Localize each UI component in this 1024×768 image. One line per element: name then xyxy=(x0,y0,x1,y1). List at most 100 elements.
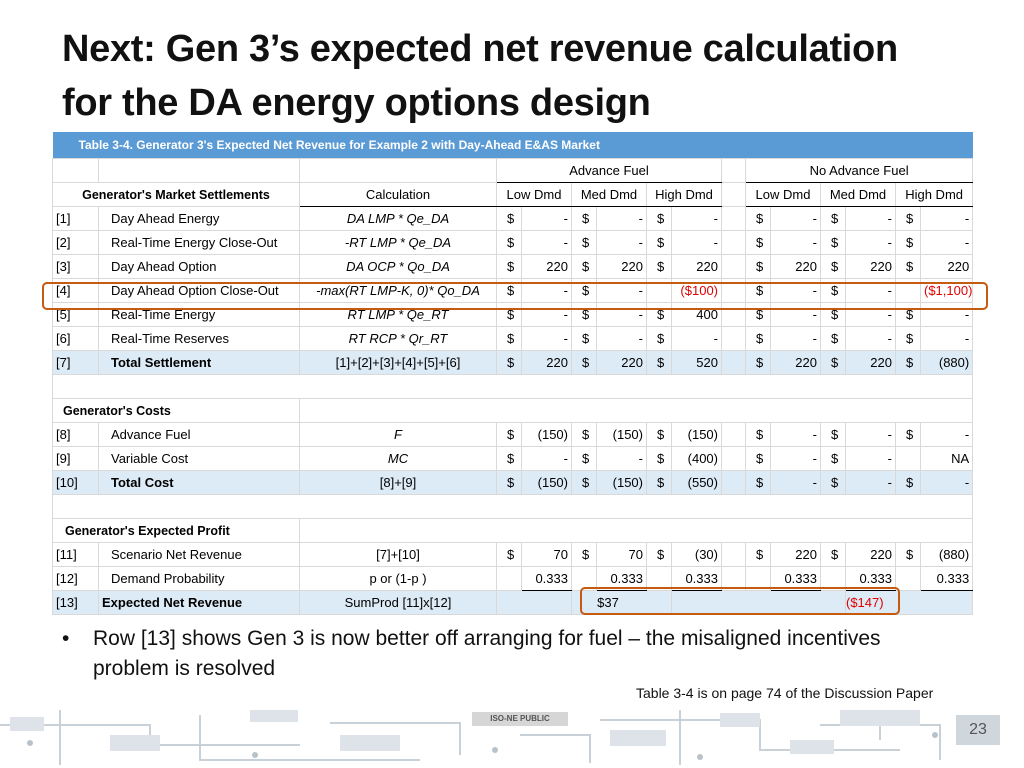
cell-value: 220 xyxy=(845,254,896,279)
slide-title-line-2: for the DA energy options design xyxy=(62,82,651,124)
cell-value: - xyxy=(845,326,896,351)
column-spacer xyxy=(721,350,746,375)
cell-value: - xyxy=(919,230,974,255)
currency-symbol: $ xyxy=(820,206,846,231)
currency-symbol: $ xyxy=(745,206,771,231)
row-id: [10] xyxy=(52,470,99,495)
row-label: Demand Probability xyxy=(98,566,300,591)
currency-symbol: $ xyxy=(496,422,522,447)
calculation-header: Calculation xyxy=(299,182,497,207)
cell-value: 520 xyxy=(671,350,722,375)
row-id: [6] xyxy=(52,326,99,351)
table-row: [7] Total Settlement [1]+[2]+[3]+[4]+[5]+[… xyxy=(52,350,974,375)
cell-value: (550) xyxy=(671,470,722,495)
cell-value: - xyxy=(521,206,572,231)
currency-symbol: $ xyxy=(745,446,771,471)
cell-value: 220 xyxy=(596,254,647,279)
currency-symbol: $ xyxy=(745,350,771,375)
cell-value: - xyxy=(596,206,647,231)
row-label: Variable Cost xyxy=(98,446,300,471)
currency-symbol: $ xyxy=(820,446,846,471)
cell-value: 220 xyxy=(919,254,974,279)
cell-value: - xyxy=(845,302,896,327)
revenue-table-container: Table 3-4. Generator 3's Expected Net Re… xyxy=(51,132,974,615)
currency-symbol: $ xyxy=(745,254,771,279)
row-label: Total Cost xyxy=(98,470,300,495)
row-label: Expected Net Revenue xyxy=(98,590,300,615)
currency-symbol: $ xyxy=(571,470,597,495)
row-label: Scenario Net Revenue xyxy=(98,542,300,567)
cell-value: - xyxy=(770,446,821,471)
currency-symbol: $ xyxy=(496,230,522,255)
cell-value: (400) xyxy=(671,446,722,471)
revenue-table: Table 3-4. Generator 3's Expected Net Re… xyxy=(51,132,974,615)
row-calculation: RT LMP * Qe_RT xyxy=(299,302,497,327)
cell-value: (150) xyxy=(521,422,572,447)
row-calculation: p or (1-p ) xyxy=(299,566,497,591)
cell-value: 220 xyxy=(845,350,896,375)
currency-symbol xyxy=(895,566,921,591)
currency-symbol: $ xyxy=(895,470,921,495)
cell-value: - xyxy=(845,230,896,255)
row-id: [8] xyxy=(52,422,99,447)
table-row: [3] Day Ahead Option DA OCP * Qo_DA $220 $22… xyxy=(52,254,974,279)
row-calculation: -RT LMP * Qe_DA xyxy=(299,230,497,255)
cell-value: 0.333 xyxy=(770,566,821,591)
row-calculation: RT RCP * Qr_RT xyxy=(299,326,497,351)
cell-value: (150) xyxy=(671,422,722,447)
currency-symbol: $ xyxy=(571,446,597,471)
table-caption: Table 3-4. Generator 3's Expected Net Re… xyxy=(52,132,973,159)
table-row: [6] Real-Time Reserves RT RCP * Qr_RT $ - $ - $… xyxy=(52,326,974,351)
table-row: [11] Scenario Net Revenue [7]+[10] $70 $70 $(… xyxy=(52,542,974,567)
column-spacer xyxy=(721,542,746,567)
row-id: [11] xyxy=(52,542,99,567)
currency-symbol: $ xyxy=(745,422,771,447)
currency-symbol: $ xyxy=(745,470,771,495)
cell-value: - xyxy=(845,446,896,471)
column-spacer xyxy=(721,206,746,231)
currency-symbol: $ xyxy=(496,206,522,231)
section-costs: Generator's Costs xyxy=(52,398,300,423)
currency-symbol: $ xyxy=(646,470,672,495)
table-row: [10] Total Cost [8]+[9] $ (150) $ (150) $ (550) $… xyxy=(52,470,974,495)
currency-symbol xyxy=(895,446,921,471)
currency-symbol: $ xyxy=(895,254,921,279)
column-spacer xyxy=(721,326,746,351)
cell-value: (880) xyxy=(919,542,974,567)
currency-symbol: $ xyxy=(895,230,921,255)
table-row: [8] Advance Fuel F $ (150) $ (150) $ (150) $ - $ - $ - xyxy=(52,422,974,447)
currency-symbol: $ xyxy=(745,326,771,351)
cell-value: NA xyxy=(919,446,974,471)
column-spacer xyxy=(721,422,746,447)
scenario-header: Med Dmd xyxy=(820,182,896,207)
currency-symbol: $ xyxy=(820,542,846,567)
cell-value: - xyxy=(919,326,974,351)
row-calculation: SumProd [11]x[12] xyxy=(299,590,497,615)
row-label: Real-Time Energy Close-Out xyxy=(98,230,300,255)
table-row: [9] Variable Cost MC $ - $ - $ (400) $ - $ - NA xyxy=(52,446,974,471)
currency-symbol: $ xyxy=(895,542,921,567)
currency-symbol: $ xyxy=(745,230,771,255)
row-calculation: MC xyxy=(299,446,497,471)
currency-symbol: $ xyxy=(646,254,672,279)
highlight-box-row-4 xyxy=(42,282,988,310)
currency-symbol: $ xyxy=(646,326,672,351)
currency-symbol: $ xyxy=(646,230,672,255)
row-calculation: DA LMP * Qe_DA xyxy=(299,206,497,231)
row-id: [13] xyxy=(52,590,99,615)
cell-value: - xyxy=(521,302,572,327)
group-header-advance-fuel: Advance Fuel xyxy=(496,158,722,183)
currency-symbol: $ xyxy=(895,350,921,375)
row-id: [2] xyxy=(52,230,99,255)
currency-symbol: $ xyxy=(571,542,597,567)
row-label: Real-Time Energy xyxy=(98,302,300,327)
cell-value: (150) xyxy=(596,470,647,495)
cell-value: - xyxy=(770,206,821,231)
table-row: [5] Real-Time Energy RT LMP * Qe_RT $ - $ - $40… xyxy=(52,302,974,327)
cell-value: 70 xyxy=(596,542,647,567)
cell-value: - xyxy=(671,326,722,351)
cell-value: - xyxy=(596,302,647,327)
currency-symbol: $ xyxy=(571,326,597,351)
row-id: [1] xyxy=(52,206,99,231)
currency-symbol: $ xyxy=(820,422,846,447)
